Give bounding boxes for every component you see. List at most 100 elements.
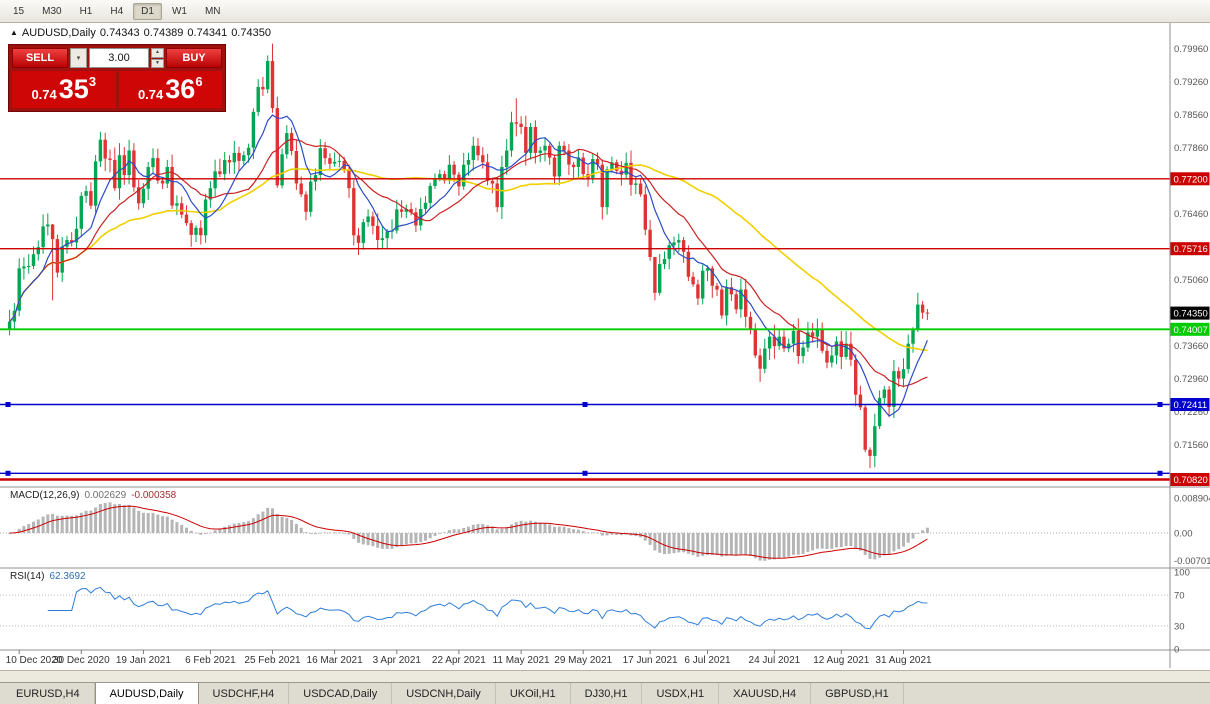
svg-text:24 Jul 2021: 24 Jul 2021 — [749, 655, 801, 666]
svg-text:0.73660: 0.73660 — [1174, 341, 1208, 352]
volume-input[interactable] — [89, 48, 149, 68]
hline-handle[interactable] — [582, 402, 588, 407]
svg-text:17 Jun 2021: 17 Jun 2021 — [623, 655, 678, 666]
hline-handle[interactable] — [5, 402, 11, 407]
timeframe-m30[interactable]: M30 — [42, 5, 62, 17]
svg-text:0.71560: 0.71560 — [1174, 440, 1208, 451]
svg-text:-0.007010: -0.007010 — [1174, 556, 1210, 567]
ma-45-line — [9, 164, 928, 352]
volume-stepper[interactable]: ▲ ▼ — [151, 48, 164, 68]
buy-price-button[interactable]: 0.74 36 6 — [118, 71, 222, 108]
macd-pane: 0.008904 0.00 -0.007010 — [0, 493, 1210, 567]
svg-text:0.75716: 0.75716 — [1174, 244, 1208, 255]
tab-audusd-daily[interactable]: AUDUSD,Daily — [94, 683, 199, 704]
tab-ukoil-h1[interactable]: UKOil,H1 — [496, 683, 571, 704]
tab-gbpusd-h1[interactable]: GBPUSD,H1 — [811, 683, 904, 704]
ma-8-line — [9, 114, 928, 417]
macd-signal-line — [9, 505, 928, 559]
tab-xauusd-h4[interactable]: XAUUSD,H4 — [719, 683, 812, 704]
svg-text:11 May 2021: 11 May 2021 — [493, 655, 551, 666]
svg-text:30 Dec 2020: 30 Dec 2020 — [53, 655, 110, 666]
ma-17-line — [9, 138, 928, 387]
chart-canvas[interactable]: 0.79960 0.79260 0.78560 0.77860 0.76460 0.750… — [0, 22, 1210, 670]
pane-borders — [0, 22, 1210, 668]
rsi-indicator-label: RSI(14) 62.3692 — [10, 571, 86, 582]
svg-text:16 Mar 2021: 16 Mar 2021 — [307, 655, 364, 666]
sell-price-main: 35 — [58, 74, 89, 104]
ohlc-open: 0.74343 — [99, 27, 140, 39]
timeframe-d1[interactable]: D1 — [133, 2, 162, 20]
hline-handle[interactable] — [582, 470, 588, 476]
svg-text:0.79960: 0.79960 — [1174, 44, 1208, 55]
svg-text:0.72411: 0.72411 — [1174, 400, 1208, 411]
symbol-title: AUDUSD,Daily — [21, 27, 96, 39]
svg-text:100: 100 — [1174, 568, 1190, 579]
svg-text:0.72260: 0.72260 — [1174, 407, 1208, 418]
ohlc-close: 0.74350 — [231, 27, 271, 39]
timeframe-h1[interactable]: H1 — [79, 5, 93, 17]
tab-usdchf-h4[interactable]: USDCHF,H4 — [199, 683, 290, 704]
svg-text:19 Jan 2021: 19 Jan 2021 — [116, 655, 171, 666]
tab-usdx-h1[interactable]: USDX,H1 — [642, 683, 720, 704]
buy-price-pip: 6 — [195, 74, 203, 89]
svg-text:0.77860: 0.77860 — [1174, 143, 1208, 154]
buy-button[interactable]: BUY — [166, 48, 222, 68]
svg-text:0.79260: 0.79260 — [1174, 77, 1208, 88]
hline-handle[interactable] — [5, 470, 11, 476]
svg-text:0.72960: 0.72960 — [1174, 374, 1208, 385]
svg-text:0.70820: 0.70820 — [1174, 475, 1208, 486]
symbol-arrow-icon: ▲ — [10, 28, 18, 37]
timeframe-w1[interactable]: W1 — [171, 5, 187, 17]
tab-usdcnh-daily[interactable]: USDCNH,Daily — [392, 683, 496, 704]
volume-up-icon[interactable]: ▲ — [151, 48, 164, 58]
rsi-value: 62.3692 — [49, 571, 86, 582]
horizontal-scrollbar[interactable] — [0, 670, 1210, 683]
buy-price-base: 0.74 — [137, 87, 164, 102]
timeframe-mn[interactable]: MN — [204, 5, 221, 17]
current-price-badge — [1170, 306, 1210, 320]
price-badges: 0.77200 0.75716 0.74007 0.72411 0.70820 0.743… — [1170, 172, 1210, 486]
hline-handle[interactable] — [1157, 402, 1163, 407]
svg-text:0.75060: 0.75060 — [1174, 275, 1208, 286]
volume-dropdown-icon[interactable]: ▾ — [70, 48, 87, 68]
svg-text:0.008904: 0.008904 — [1174, 493, 1210, 504]
rsi-name: RSI(14) — [10, 571, 45, 582]
timeframe-h4[interactable]: H4 — [110, 5, 124, 17]
svg-text:0.74350: 0.74350 — [1174, 309, 1208, 320]
macd-main-value: 0.002629 — [84, 490, 127, 501]
svg-text:0.76460: 0.76460 — [1174, 209, 1208, 220]
horizontal-lines — [0, 178, 1170, 481]
svg-text:0.78560: 0.78560 — [1174, 110, 1208, 121]
rsi-line — [47, 586, 928, 630]
ohlc-high: 0.74389 — [143, 27, 184, 39]
tab-eurusd-h4[interactable]: EURUSD,H4 — [2, 683, 95, 704]
macd-signal-value: -0.000358 — [131, 490, 177, 501]
sell-price-button[interactable]: 0.74 35 3 — [12, 71, 116, 108]
svg-text:29 May 2021: 29 May 2021 — [554, 655, 612, 666]
svg-text:22 Apr 2021: 22 Apr 2021 — [432, 655, 486, 666]
one-click-trading-panel: SELL ▾ ▲ ▼ BUY 0.74 35 3 0.74 36 6 — [8, 44, 226, 112]
sell-price-base: 0.74 — [31, 87, 57, 102]
svg-text:0.00: 0.00 — [1174, 529, 1193, 540]
buy-price-main: 36 — [165, 74, 196, 104]
price-axis-labels: 0.79960 0.79260 0.78560 0.77860 0.76460 0.750… — [1174, 44, 1208, 451]
sell-price-pip: 3 — [88, 74, 97, 89]
macd-indicator-label: MACD(12,26,9) 0.002629 -0.000358 — [10, 490, 176, 501]
svg-text:0: 0 — [1174, 645, 1179, 656]
svg-text:10 Dec 2020: 10 Dec 2020 — [6, 655, 63, 666]
svg-text:0.77200: 0.77200 — [1174, 174, 1208, 185]
tab-usdcad-daily[interactable]: USDCAD,Daily — [289, 683, 393, 704]
timeframe-15[interactable]: 15 — [13, 5, 25, 17]
macd-name: MACD(12,26,9) — [10, 490, 80, 501]
timeframe-toolbar: 15 M30 H1 H4 D1 W1 MN — [0, 0, 1210, 23]
volume-down-icon[interactable]: ▼ — [151, 58, 164, 68]
hline-handle[interactable] — [1157, 470, 1163, 476]
svg-text:6 Feb 2021: 6 Feb 2021 — [185, 655, 236, 666]
svg-text:3 Apr 2021: 3 Apr 2021 — [373, 655, 422, 666]
tab-dj30-h1[interactable]: DJ30,H1 — [571, 683, 643, 704]
chart-background — [0, 22, 1210, 670]
sell-button[interactable]: SELL — [12, 48, 68, 68]
svg-text:31 Aug 2021: 31 Aug 2021 — [875, 655, 932, 666]
